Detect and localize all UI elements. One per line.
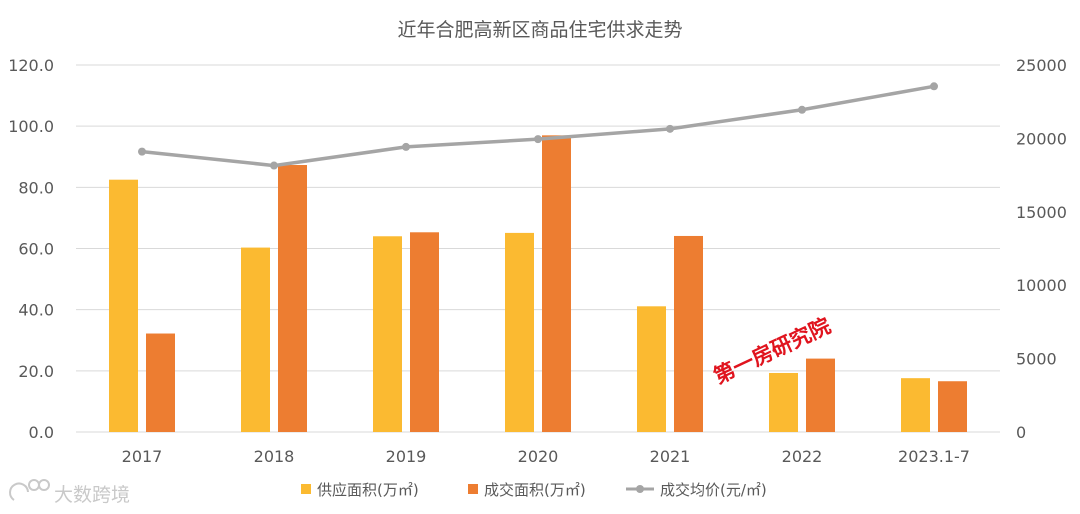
y-right-tick-label: 5000 [1016, 350, 1057, 369]
price-point [138, 147, 146, 156]
legend-label: 成交均价(元/㎡) [660, 481, 767, 499]
supply-bar [769, 372, 798, 432]
watermark-logo-icon [9, 479, 50, 501]
x-tick-label: 2019 [386, 447, 427, 466]
supply-bar [109, 179, 138, 432]
deal-bar [542, 135, 571, 432]
x-tick-label: 2017 [122, 447, 163, 466]
deal-bar [410, 232, 439, 432]
price-point [666, 124, 674, 133]
y-right-tick-label: 25000 [1016, 56, 1067, 75]
price-point [534, 135, 542, 144]
gridlines [76, 64, 1000, 433]
supply-bar [505, 232, 534, 432]
y-left-tick-label: 60.0 [18, 240, 54, 259]
y-right-tick-labels: 0 5000 10000 15000 20000 25000 [1016, 56, 1067, 442]
watermark-text: 大数跨境 [54, 484, 130, 506]
price-line [138, 82, 938, 170]
legend-label: 供应面积(万㎡) [317, 481, 419, 499]
deal-bar [674, 235, 703, 432]
legend-swatch-marker [636, 485, 644, 493]
legend-label: 成交面积(万㎡) [484, 481, 586, 499]
chart-title: 近年合肥高新区商品住宅供求走势 [397, 19, 682, 41]
y-right-tick-label: 20000 [1016, 129, 1067, 148]
deal-bar [278, 165, 307, 432]
bars [109, 135, 967, 432]
legend-swatch [301, 484, 311, 494]
y-left-tick-label: 120.0 [8, 56, 54, 75]
x-tick-label: 2023.1-7 [898, 447, 970, 466]
y-right-tick-label: 15000 [1016, 203, 1067, 222]
deal-bar [146, 333, 175, 432]
price-point [402, 142, 410, 151]
supply-bar [637, 306, 666, 432]
deal-bar [806, 358, 835, 432]
legend: 供应面积(万㎡) 成交面积(万㎡) 成交均价(元/㎡) [301, 481, 767, 499]
x-tick-label: 2021 [650, 447, 691, 466]
deal-bar [938, 381, 967, 432]
y-left-tick-labels: 0.0 20.0 40.0 60.0 80.0 100.0 120.0 [8, 56, 54, 442]
y-left-tick-label: 0.0 [29, 423, 54, 442]
supply-bar [373, 236, 402, 432]
price-point [270, 161, 278, 170]
y-left-tick-label: 40.0 [18, 301, 54, 320]
supply-bar [901, 378, 930, 432]
legend-swatch [468, 484, 478, 494]
x-tick-label: 2018 [254, 447, 295, 466]
y-right-tick-label: 0 [1016, 423, 1026, 442]
price-point [930, 82, 938, 91]
y-left-tick-label: 20.0 [18, 362, 54, 381]
x-tick-label: 2020 [518, 447, 559, 466]
supply-bar [241, 247, 270, 432]
watermark: 大数跨境 [9, 479, 130, 506]
y-right-tick-label: 10000 [1016, 276, 1067, 295]
price-point [798, 105, 806, 114]
x-tick-label: 2022 [782, 447, 823, 466]
y-left-tick-label: 100.0 [8, 117, 54, 136]
x-tick-labels: 2017 2018 2019 2020 2021 2022 2023.1-7 [122, 447, 970, 466]
y-left-tick-label: 80.0 [18, 178, 54, 197]
